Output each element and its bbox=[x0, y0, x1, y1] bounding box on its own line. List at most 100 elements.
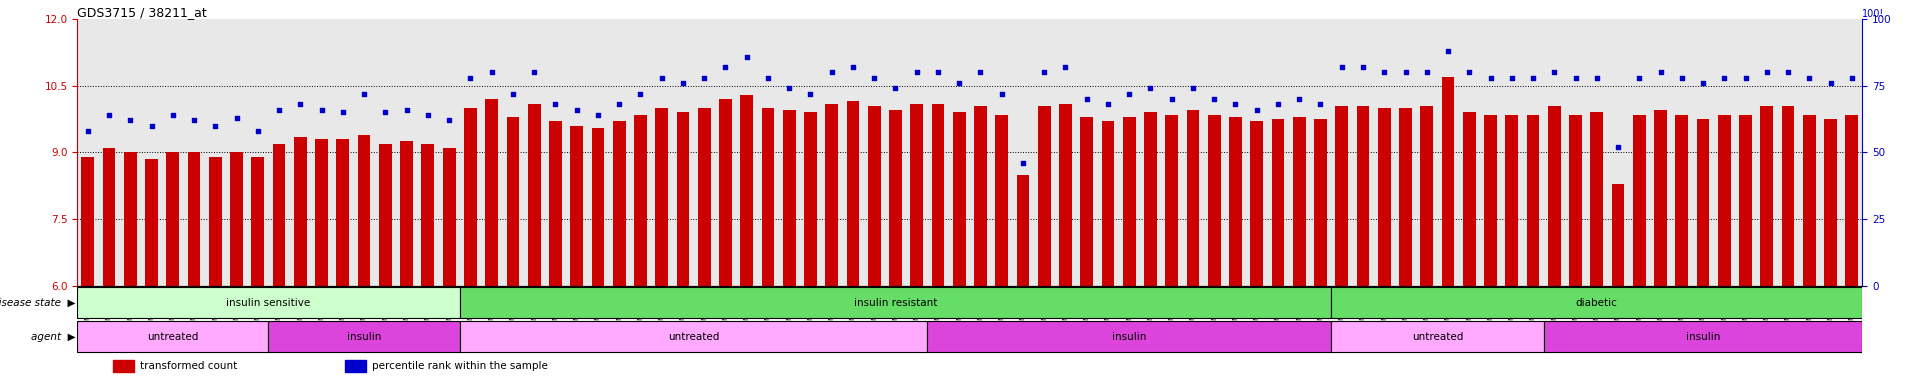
Text: insulin: insulin bbox=[1687, 331, 1720, 341]
Bar bbox=[484, 99, 498, 286]
Bar bbox=[1399, 108, 1413, 286]
Point bbox=[73, 128, 104, 134]
Bar bbox=[1187, 110, 1199, 286]
FancyBboxPatch shape bbox=[77, 287, 459, 318]
Bar bbox=[187, 152, 201, 286]
Bar bbox=[272, 144, 286, 286]
Point bbox=[1114, 91, 1144, 97]
Point bbox=[604, 101, 635, 108]
Bar bbox=[378, 144, 392, 286]
Point bbox=[413, 112, 444, 118]
Text: percentile rank within the sample: percentile rank within the sample bbox=[372, 361, 548, 371]
Bar bbox=[1144, 113, 1156, 286]
Point bbox=[1199, 96, 1229, 102]
Text: untreated: untreated bbox=[668, 331, 720, 341]
Bar bbox=[1166, 115, 1177, 286]
Point bbox=[774, 85, 805, 91]
Bar bbox=[890, 110, 901, 286]
Point bbox=[1602, 144, 1633, 150]
Bar bbox=[1463, 113, 1476, 286]
Bar bbox=[1272, 119, 1283, 286]
Bar bbox=[1102, 121, 1114, 286]
Bar bbox=[1378, 108, 1392, 286]
Point bbox=[668, 80, 699, 86]
Bar bbox=[315, 139, 328, 286]
Bar bbox=[112, 360, 135, 372]
Bar bbox=[1081, 117, 1092, 286]
Point bbox=[1772, 70, 1803, 76]
Point bbox=[1177, 85, 1208, 91]
Bar bbox=[1739, 115, 1752, 286]
Point bbox=[731, 53, 762, 60]
Point bbox=[1793, 75, 1824, 81]
FancyBboxPatch shape bbox=[1544, 321, 1862, 352]
Bar bbox=[932, 104, 944, 286]
Bar bbox=[805, 113, 816, 286]
Point bbox=[944, 80, 975, 86]
FancyBboxPatch shape bbox=[926, 321, 1332, 352]
Bar bbox=[1590, 113, 1604, 286]
Point bbox=[1644, 70, 1675, 76]
Point bbox=[986, 91, 1017, 97]
Bar bbox=[1314, 119, 1328, 286]
Bar bbox=[784, 110, 795, 286]
Bar bbox=[975, 106, 986, 286]
FancyBboxPatch shape bbox=[77, 321, 268, 352]
Bar bbox=[1293, 117, 1305, 286]
Point bbox=[1029, 70, 1060, 76]
Bar bbox=[1612, 184, 1625, 286]
Text: disease state  ▶: disease state ▶ bbox=[0, 298, 75, 308]
Bar bbox=[251, 157, 264, 286]
Point bbox=[1262, 101, 1293, 108]
Point bbox=[1623, 75, 1654, 81]
Point bbox=[328, 109, 359, 116]
Point bbox=[795, 91, 826, 97]
Text: insulin: insulin bbox=[347, 331, 382, 341]
Text: agent  ▶: agent ▶ bbox=[31, 331, 75, 341]
Point bbox=[1835, 75, 1866, 81]
Point bbox=[1453, 70, 1484, 76]
Point bbox=[1241, 107, 1272, 113]
Point bbox=[1666, 75, 1696, 81]
Bar bbox=[1760, 106, 1774, 286]
Point bbox=[116, 118, 147, 124]
Point bbox=[1814, 80, 1845, 86]
Bar bbox=[145, 159, 158, 286]
Point bbox=[1538, 70, 1569, 76]
Point bbox=[243, 128, 274, 134]
Bar bbox=[293, 137, 307, 286]
Point bbox=[158, 112, 189, 118]
Bar bbox=[868, 106, 880, 286]
Point bbox=[392, 107, 423, 113]
Point bbox=[1092, 101, 1123, 108]
Bar bbox=[230, 152, 243, 286]
Point bbox=[1581, 75, 1612, 81]
Point bbox=[307, 107, 338, 113]
Bar bbox=[677, 113, 689, 286]
Point bbox=[1411, 70, 1442, 76]
Bar bbox=[1336, 106, 1349, 286]
Bar bbox=[1718, 115, 1731, 286]
Point bbox=[816, 70, 847, 76]
Bar bbox=[1038, 106, 1050, 286]
FancyBboxPatch shape bbox=[1332, 287, 1862, 318]
Bar bbox=[1527, 115, 1540, 286]
Bar bbox=[1123, 117, 1135, 286]
Bar bbox=[1654, 110, 1668, 286]
Bar bbox=[741, 95, 753, 286]
Point bbox=[222, 115, 253, 121]
Point bbox=[710, 64, 741, 70]
Bar bbox=[1548, 106, 1561, 286]
Point bbox=[1305, 101, 1336, 108]
FancyBboxPatch shape bbox=[1332, 321, 1544, 352]
Point bbox=[349, 91, 380, 97]
Point bbox=[753, 75, 784, 81]
Bar bbox=[208, 157, 222, 286]
Bar bbox=[847, 101, 859, 286]
Bar bbox=[699, 108, 710, 286]
FancyBboxPatch shape bbox=[459, 321, 926, 352]
Point bbox=[647, 75, 677, 81]
Bar bbox=[400, 141, 413, 286]
Point bbox=[434, 118, 465, 124]
Point bbox=[880, 85, 911, 91]
